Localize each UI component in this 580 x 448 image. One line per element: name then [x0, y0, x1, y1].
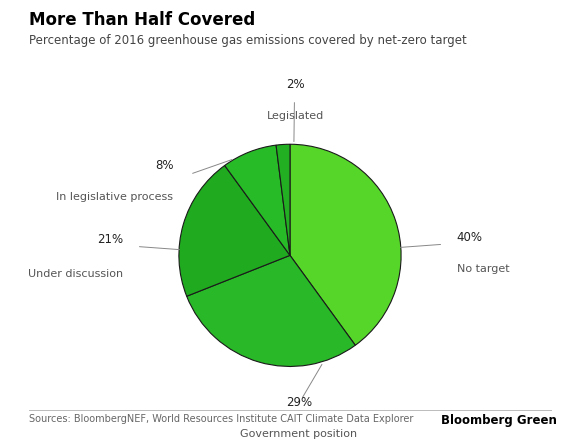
Text: More Than Half Covered: More Than Half Covered: [29, 11, 255, 29]
Text: Sources: BloombergNEF, World Resources Institute CAIT Climate Data Explorer: Sources: BloombergNEF, World Resources I…: [29, 414, 414, 424]
Wedge shape: [179, 165, 290, 296]
Text: 8%: 8%: [155, 159, 173, 172]
Text: 29%: 29%: [286, 396, 312, 409]
Wedge shape: [276, 144, 290, 255]
Wedge shape: [224, 145, 290, 255]
Text: Percentage of 2016 greenhouse gas emissions covered by net-zero target: Percentage of 2016 greenhouse gas emissi…: [29, 34, 467, 47]
Text: 2%: 2%: [287, 78, 305, 91]
Text: In legislative process: In legislative process: [56, 192, 173, 202]
Text: Bloomberg Green: Bloomberg Green: [441, 414, 557, 427]
Text: Government position: Government position: [240, 429, 357, 439]
Text: No target: No target: [456, 264, 509, 274]
Text: 21%: 21%: [97, 233, 124, 246]
Text: Under discussion: Under discussion: [28, 269, 124, 279]
Text: 40%: 40%: [456, 231, 483, 244]
Wedge shape: [290, 144, 401, 345]
Wedge shape: [187, 255, 356, 366]
Text: Legislated: Legislated: [267, 111, 324, 121]
